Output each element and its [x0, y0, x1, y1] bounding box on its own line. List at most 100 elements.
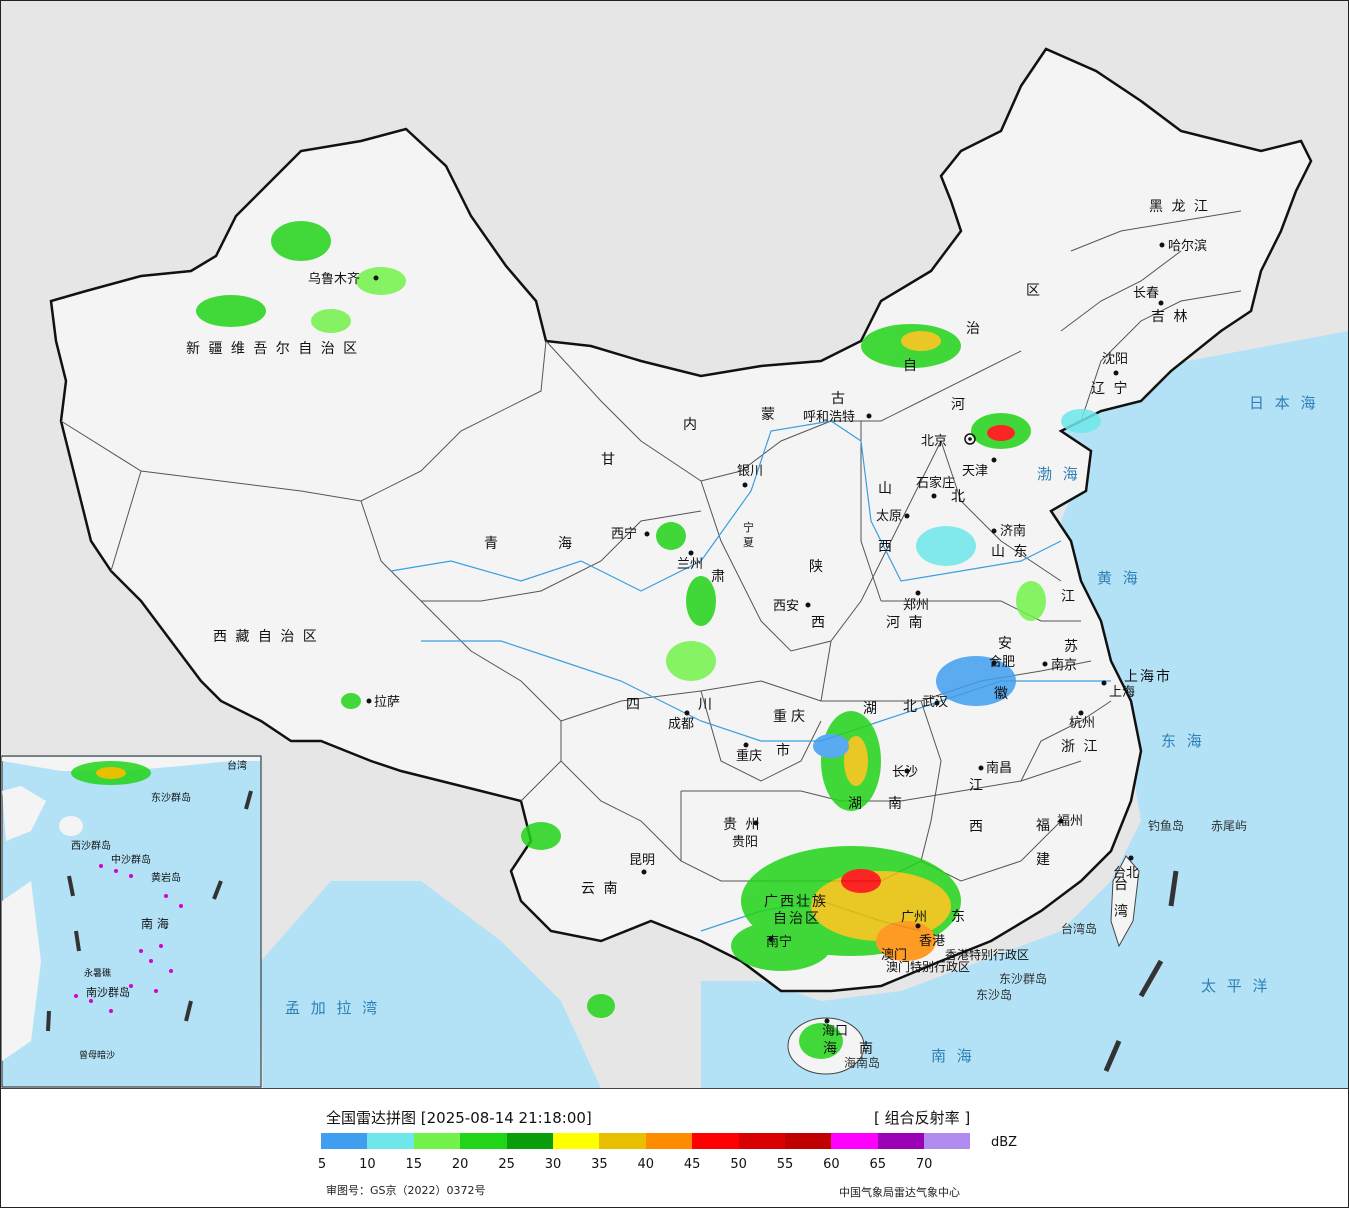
city-zhengzhou: 郑州 — [903, 598, 929, 613]
province-hebei-1: 河 — [951, 397, 967, 413]
color-scale-bar — [321, 1133, 971, 1149]
province-henan: 河 南 — [886, 615, 924, 631]
legend-tick-label: 50 — [730, 1157, 747, 1172]
province-neimenggu-2: 蒙 — [761, 407, 777, 423]
island-taiwandao: 台湾岛 — [1061, 921, 1097, 936]
city-shenyang: 沈阳 — [1102, 352, 1128, 367]
province-guangdong: 东 — [951, 909, 967, 925]
province-neimenggu-5: 治 — [966, 321, 982, 337]
legend-unit: dBZ — [991, 1135, 1018, 1150]
legend-tick-label: 35 — [591, 1157, 608, 1172]
sea-labels: 渤 海 黄 海 东 海 南 海 太 平 洋 日 本 海 孟 加 拉 湾 — [285, 394, 1319, 1065]
province-guangxi-1: 广西壮族 — [764, 894, 828, 910]
city-taiyuan: 太原 — [876, 509, 902, 524]
approval-number: 审图号：GS京（2022）0372号 — [326, 1184, 486, 1197]
province-neimenggu-3: 古 — [831, 391, 847, 407]
province-liaoning: 辽 宁 — [1091, 380, 1129, 397]
city-yinchuan: 银川 — [737, 464, 763, 479]
legend-color-cell — [924, 1133, 971, 1149]
legend-tick-label: 40 — [637, 1157, 655, 1172]
sea-taipingyang: 太 平 洋 — [1201, 977, 1271, 995]
province-shaanxi-1: 陕 — [809, 559, 825, 575]
city-hongkong: 香港 — [919, 934, 945, 949]
sea-ribenhai: 日 本 海 — [1249, 394, 1319, 412]
legend-tick-label: 25 — [498, 1157, 515, 1172]
city-haikou: 海口 — [822, 1024, 848, 1039]
maritime-boundary-dashes — [1103, 870, 1179, 1072]
province-sichuan-1: 四 — [626, 697, 642, 713]
legend-color-cell — [877, 1133, 925, 1149]
legend-tick-label: 15 — [405, 1157, 423, 1172]
province-labels: 新 疆 维 吾 尔 自 治 区 西 藏 自 治 区 青 海 甘 肃 内 蒙 古 … — [186, 199, 1210, 1057]
city-fuzhou: 福州 — [1057, 814, 1083, 829]
city-hefei: 合肥 — [989, 655, 1015, 670]
city-changchun: 长春 — [1133, 286, 1159, 301]
province-sichuan-2: 川 — [698, 697, 714, 713]
inset-yongshu-label: 永暑礁 — [84, 967, 111, 979]
legend-color-cell — [738, 1133, 785, 1149]
province-neimenggu-1: 内 — [683, 417, 699, 433]
legend-color-cell — [460, 1133, 507, 1149]
radar-echoes — [196, 221, 1101, 1059]
inset-nanhai-label: 南 海 — [141, 916, 169, 931]
province-chongqing-1: 重 — [773, 709, 789, 725]
legend-color-cell — [367, 1133, 414, 1149]
city-tianjin: 天津 — [962, 464, 988, 479]
city-guiyang: 贵阳 — [732, 835, 758, 850]
legend-color-cell — [552, 1133, 600, 1149]
province-fujian-2: 建 — [1036, 852, 1052, 868]
province-shanxi-2: 西 — [878, 539, 894, 555]
city-beijing: 北京 — [921, 434, 947, 449]
city-chongqing: 重庆 — [736, 748, 762, 764]
province-guizhou: 贵 州 — [723, 817, 761, 833]
inset-map: 南 海 东沙群岛 西沙群岛 中沙群岛 黄岩岛 南沙群岛 台湾 曾母暗沙 永暑礁 — [1, 755, 262, 1088]
legend-color-cell — [692, 1133, 739, 1149]
sea-bohai: 渤 海 — [1037, 465, 1081, 483]
ocean — [701, 331, 1348, 1088]
island-labels: 钓鱼岛 赤尾屿 台湾岛 东沙群岛 东沙岛 海南岛 — [844, 818, 1247, 1070]
city-chengdu: 成都 — [668, 717, 694, 732]
city-labels: 乌鲁木齐 拉萨 西宁 兰州 银川 呼和浩特 北京 天津 石家庄 太原 济南 郑州… — [308, 238, 1207, 1039]
province-gansu-1: 甘 — [601, 452, 617, 468]
province-chongqing-2: 庆 — [791, 709, 807, 725]
city-markers — [366, 242, 1165, 1024]
city-lanzhou: 兰州 — [677, 557, 703, 572]
city-kunming: 昆明 — [629, 853, 655, 868]
inset-dongsha-label: 东沙群岛 — [151, 791, 191, 804]
legend-tick-label: 5 — [317, 1157, 327, 1172]
city-wuhan: 武汉 — [922, 695, 948, 710]
legend-tick-label: 10 — [359, 1157, 376, 1172]
province-hunan-2: 南 — [888, 796, 904, 812]
province-guangxi-2: 自治区 — [773, 911, 821, 927]
city-nanning: 南宁 — [766, 934, 792, 950]
bay-of-bengal — [261, 881, 601, 1088]
province-xinjiang: 新 疆 维 吾 尔 自 治 区 — [186, 341, 359, 357]
province-shanxi-1: 山 — [878, 481, 894, 497]
province-chongqing-3: 市 — [776, 742, 792, 759]
sea-nanhai: 南 海 — [931, 1047, 975, 1065]
province-taiwan-2: 湾 — [1114, 903, 1130, 920]
city-nanchang: 南昌 — [986, 760, 1012, 776]
legend-tick-label: 20 — [451, 1157, 469, 1172]
city-hangzhou: 杭州 — [1069, 716, 1095, 731]
province-hebei-2: 北 — [951, 489, 967, 505]
province-hongkong: 香港特别行政区 — [945, 947, 1029, 962]
taiwan-island — [1110, 855, 1140, 948]
province-heilongjiang: 黑 龙 江 — [1149, 199, 1210, 215]
province-xizang: 西 藏 自 治 区 — [213, 629, 319, 645]
inset-taiwan-label: 台湾 — [227, 759, 247, 772]
inset-huangyan-label: 黄岩岛 — [151, 871, 181, 884]
city-xian: 西安 — [773, 599, 799, 614]
city-xining: 西宁 — [611, 526, 637, 542]
province-shaanxi-2: 西 — [811, 615, 827, 631]
province-macao: 澳门特别行政区 — [886, 959, 970, 974]
legend-tick-label: 60 — [823, 1157, 840, 1172]
city-shanghai: 上海 — [1109, 685, 1135, 700]
legend-tick-label: 55 — [776, 1157, 794, 1172]
province-hainan-2: 南 — [859, 1041, 875, 1057]
city-shijiazhuang: 石家庄 — [916, 475, 955, 491]
city-macao: 澳门 — [881, 947, 907, 963]
legend-tick-label: 45 — [683, 1157, 701, 1172]
province-qinghai-2: 海 — [558, 536, 574, 552]
legend-color-cell — [413, 1133, 461, 1149]
